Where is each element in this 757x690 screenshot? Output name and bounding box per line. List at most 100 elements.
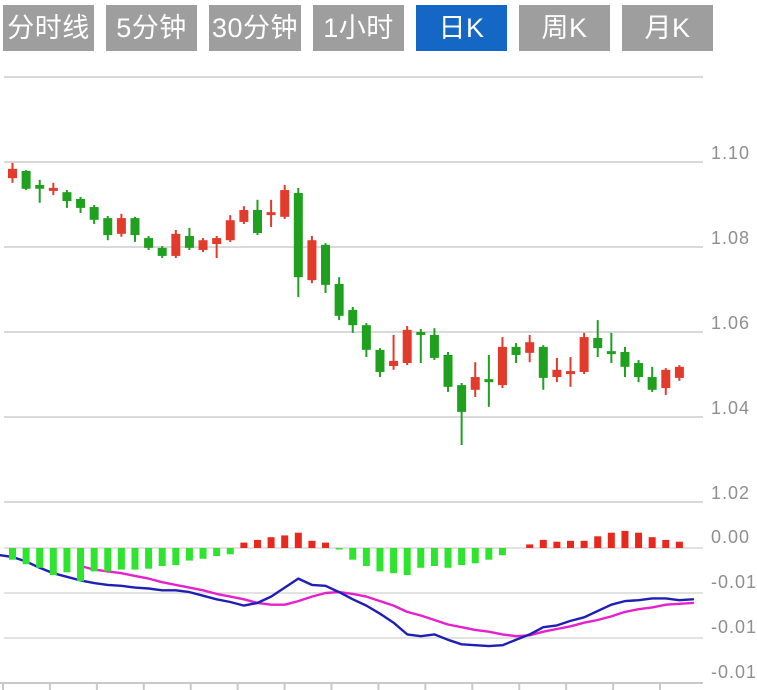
macd-axis-label: 0.00	[711, 527, 750, 547]
macd-axis-label: -0.01	[711, 617, 757, 637]
candle-body	[62, 192, 72, 202]
candle-body	[566, 371, 576, 375]
candle-body	[470, 377, 480, 390]
candle-body	[116, 218, 126, 234]
candle-body	[8, 168, 17, 179]
macd-bar	[172, 548, 180, 566]
macd-bar	[607, 532, 615, 548]
macd-lines	[0, 554, 695, 648]
candle-body	[402, 329, 412, 364]
price-axis-label: 1.08	[711, 228, 750, 248]
macd-bar	[267, 537, 275, 548]
macd-bar	[335, 548, 343, 550]
candle-body	[76, 198, 86, 208]
macd-bar	[539, 539, 547, 548]
macd-bar	[362, 548, 370, 566]
macd-bar	[430, 548, 438, 566]
macd-bar	[240, 542, 248, 548]
macd-bar	[77, 548, 85, 582]
macd-bar	[662, 539, 670, 548]
candle-body	[184, 235, 194, 248]
macd-bar	[253, 539, 261, 548]
candle-body	[538, 346, 548, 378]
candle-body	[321, 244, 331, 285]
candle-body	[212, 238, 222, 245]
price-axis-label: 1.06	[711, 313, 750, 333]
dif-line	[0, 554, 695, 648]
macd-axis-label: -0.01	[711, 572, 757, 592]
dea-line	[79, 564, 695, 638]
tab-monthly-k[interactable]: 月K	[622, 5, 714, 51]
tab-1hour[interactable]: 1小时	[313, 5, 405, 51]
candle-body	[443, 354, 453, 387]
candle-body	[48, 187, 58, 191]
candle-body	[457, 385, 467, 412]
macd-axis-label: -0.01	[711, 662, 757, 682]
macd-bar	[49, 548, 57, 575]
candle-body	[144, 238, 154, 248]
candle-body	[375, 349, 385, 372]
candle-body	[89, 207, 99, 220]
macd-bar	[294, 532, 302, 548]
macd-bar	[621, 530, 629, 548]
macd-bar	[226, 548, 234, 555]
candle-body	[307, 240, 317, 281]
tab-daily-k[interactable]: 日K	[416, 5, 508, 51]
candle-body	[552, 369, 562, 378]
candle-body	[35, 184, 45, 189]
tab-30min[interactable]: 30分钟	[209, 5, 302, 51]
tab-minute-line[interactable]: 分时线	[3, 5, 94, 51]
period-tab-bar: 分时线 5分钟 30分钟 1小时 日K 周K 月K	[3, 5, 714, 51]
macd-bar	[131, 548, 139, 570]
macd-bar	[308, 540, 316, 548]
candle-body	[647, 377, 657, 390]
axis-labels: 1.10 1.08 1.06 1.04 1.02 0.00 -0.01 -0.01 -0.01	[711, 143, 757, 682]
candle-body	[497, 346, 507, 386]
macd-bar	[675, 541, 683, 548]
candle-body	[225, 220, 235, 241]
macd-bar	[403, 548, 411, 575]
macd-bar	[376, 548, 384, 572]
candle-body	[606, 351, 616, 355]
macd-histogram	[9, 530, 683, 582]
candle-body	[389, 360, 399, 366]
candle-body	[171, 233, 181, 256]
price-axis-label: 1.04	[711, 398, 750, 418]
macd-bar	[471, 548, 479, 564]
macd-bar	[104, 548, 112, 572]
candle-body	[429, 334, 439, 358]
price-axis-label: 1.02	[711, 483, 750, 503]
candle-body	[348, 309, 358, 326]
candle-body	[620, 351, 630, 367]
candle-body	[674, 366, 684, 378]
price-axis-label: 1.10	[711, 143, 750, 163]
candle-body	[361, 325, 371, 350]
candle-body	[252, 210, 262, 233]
candles	[8, 162, 684, 446]
candle-body	[280, 190, 290, 217]
candle-body	[239, 210, 249, 222]
macd-bar	[458, 548, 466, 566]
macd-bar	[417, 548, 425, 568]
candle-body	[511, 346, 521, 355]
macd-bar	[526, 544, 534, 548]
macd-bar	[185, 548, 193, 561]
x-axis	[0, 682, 703, 690]
candle-body	[634, 363, 644, 378]
macd-bar	[36, 548, 44, 568]
macd-bar	[22, 548, 30, 565]
tab-5min[interactable]: 5分钟	[106, 5, 197, 51]
candle-body	[157, 247, 167, 256]
macd-bar	[349, 548, 357, 560]
macd-bar	[485, 548, 493, 560]
candle-body	[334, 283, 344, 316]
macd-bar	[648, 537, 656, 548]
candle-body	[130, 218, 140, 236]
macd-bar	[553, 541, 561, 548]
macd-bar	[213, 548, 221, 557]
tab-weekly-k[interactable]: 周K	[519, 5, 611, 51]
macd-bar	[158, 548, 166, 566]
macd-bar	[580, 540, 588, 548]
candle-body	[579, 337, 589, 372]
